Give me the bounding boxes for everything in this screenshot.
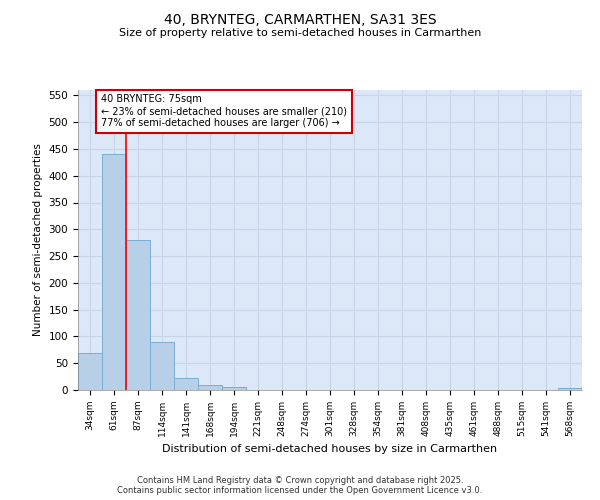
Bar <box>174 378 198 390</box>
Bar <box>102 154 126 390</box>
Y-axis label: Number of semi-detached properties: Number of semi-detached properties <box>33 144 43 336</box>
Bar <box>198 384 222 390</box>
Text: Contains HM Land Registry data © Crown copyright and database right 2025.
Contai: Contains HM Land Registry data © Crown c… <box>118 476 482 495</box>
X-axis label: Distribution of semi-detached houses by size in Carmarthen: Distribution of semi-detached houses by … <box>163 444 497 454</box>
Text: 40, BRYNTEG, CARMARTHEN, SA31 3ES: 40, BRYNTEG, CARMARTHEN, SA31 3ES <box>164 12 436 26</box>
Text: 40 BRYNTEG: 75sqm
← 23% of semi-detached houses are smaller (210)
77% of semi-de: 40 BRYNTEG: 75sqm ← 23% of semi-detached… <box>101 94 347 128</box>
Bar <box>78 352 102 390</box>
Bar <box>126 240 150 390</box>
Text: Size of property relative to semi-detached houses in Carmarthen: Size of property relative to semi-detach… <box>119 28 481 38</box>
Bar <box>558 388 582 390</box>
Bar <box>150 342 174 390</box>
Bar <box>222 388 246 390</box>
